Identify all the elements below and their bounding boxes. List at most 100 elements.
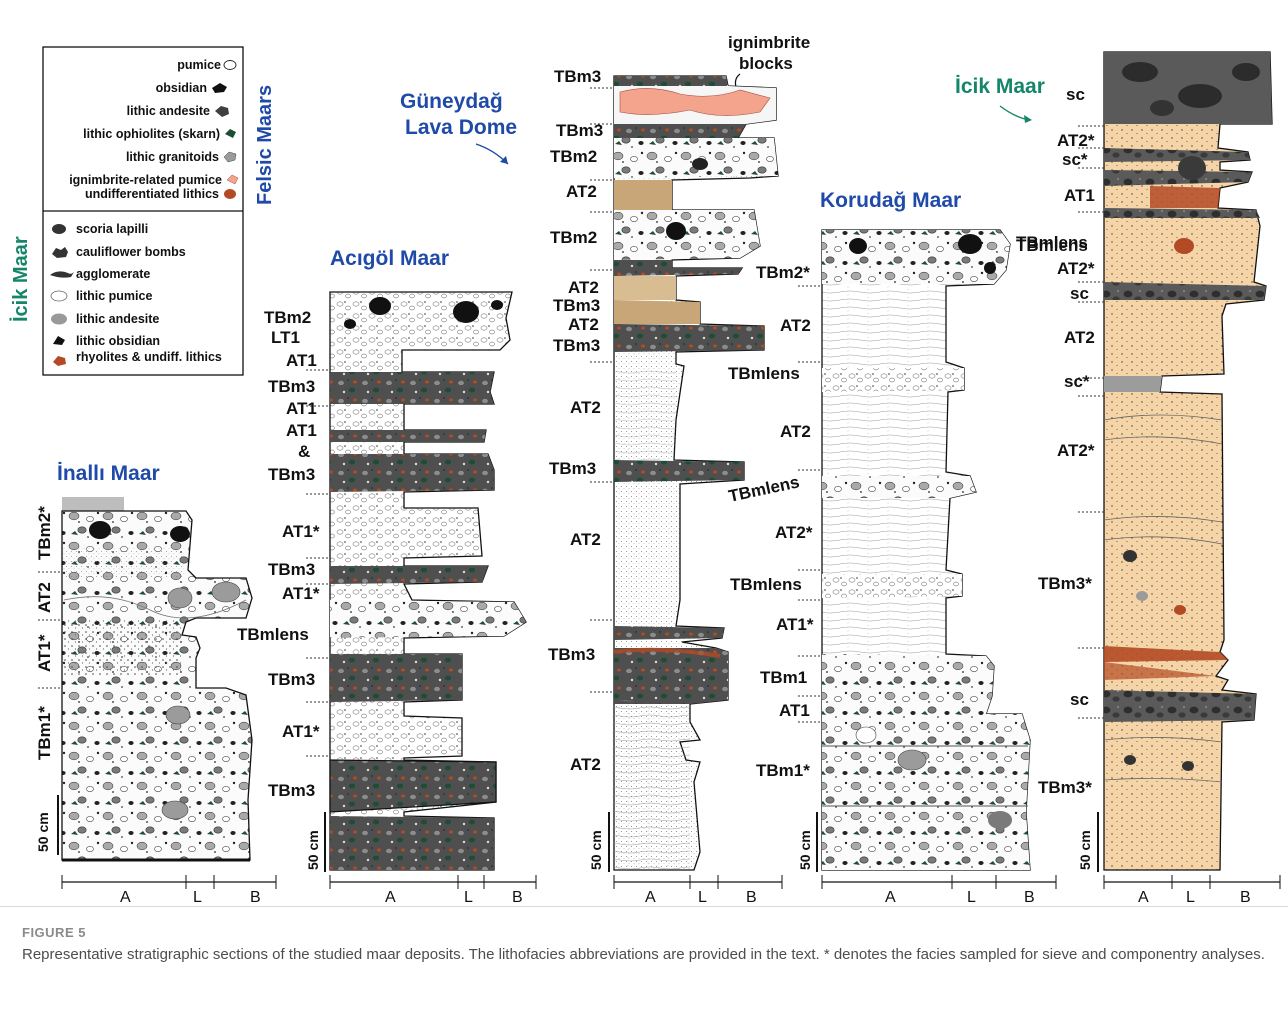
svg-text:50 cm: 50 cm [305,830,321,870]
inalli-label-tbm2: TBm2* [35,506,54,560]
svg-text:B: B [746,889,757,906]
svg-text:A: A [885,889,896,906]
guneydag-label-13: TBm3 [548,645,595,664]
section-title-acigol: Acıgöl Maar [330,247,449,270]
icik-axis: A L B [1103,875,1281,906]
acigol-label-at1-a: AT1 [286,351,317,370]
annotation-blocks: blocks [739,54,793,73]
korudag-label-tbmlens-top: TBmlens [1016,233,1088,252]
svg-text:A: A [1138,889,1149,906]
korudag-scale: 50 cm [797,812,818,872]
svg-text:50 cm: 50 cm [1077,830,1093,870]
legend-item-agglomerate: agglomerate [76,267,150,281]
svg-text:A: A [385,889,396,906]
section-title-inalli: İnallı Maar [57,462,160,485]
icik-label-at2-b: AT2* [1057,259,1095,278]
section-title-guneydag-1: Güneydağ [400,90,503,113]
svg-text:B: B [1024,889,1035,906]
icik-label-at2-d: AT2* [1057,441,1095,460]
lithic-ophiolites-icon [225,129,236,138]
guneydag-axis: A L B [613,875,783,906]
inalli-label-at1: AT1* [35,634,54,672]
section-korudag: Korudağ Maar TBmlens TBm2* AT2 TBmlens A… [727,189,1088,906]
korudag-label-at2-b: AT2 [780,422,811,441]
korudag-label-tbm2: TBm2* [756,263,810,282]
acigol-label-tbmlens: TBmlens [237,625,309,644]
lithic-andesite-icik-icon [51,313,67,325]
svg-text:A: A [645,889,656,906]
svg-text:L: L [464,889,473,906]
legend-item-lithic-andesite: lithic andesite [127,104,210,118]
inalli-label-at2: AT2 [35,582,54,613]
icik-label-tbmlens: TBmlens [1016,236,1088,255]
svg-text:A: A [120,889,131,906]
icik-label-sc-star-b: sc* [1064,372,1090,391]
svg-text:50 cm: 50 cm [797,830,813,870]
acigol-label-tbm3-b: TBm3 [268,465,315,484]
section-acigol: Acıgöl Maar TBm2 LT1 AT1 TBm3 AT1 AT1 & … [237,247,537,906]
caption-divider [0,906,1288,907]
guneydag-label-3: TBm2 [550,147,597,166]
svg-text:50 cm: 50 cm [35,812,51,852]
felsic-maars-label: Felsic Maars [254,85,276,205]
ignimbrite-pumice-icon [226,174,239,185]
korudag-axis: A L B [821,875,1057,906]
obsidian-icon [212,83,227,93]
acigol-label-at1-e: AT1* [282,584,320,603]
guneydag-label-2: TBm3 [556,121,603,140]
legend-item-lithic-granitoids: lithic granitoids [126,150,219,164]
acigol-label-tbm3-d: TBm3 [268,670,315,689]
guneydag-label-12: AT2 [570,530,601,549]
section-inalli: İnallı Maar TBm2* AT2 AT1* TBm1* 50 cm A… [35,462,277,906]
korudag-label-at2-a: AT2 [780,316,811,335]
guneydag-label-1: TBm3 [554,67,601,86]
legend-item-pumice: pumice [177,58,221,72]
acigol-label-tbm3-c: TBm3 [268,560,315,579]
lithic-pumice-icon [50,290,68,302]
guneydag-label-6: AT2 [568,278,599,297]
legend-item-lithic-obsidian: lithic obsidian [76,334,160,348]
acigol-label-tbm3-e: TBm3 [268,781,315,800]
pumice-icon [223,60,237,70]
inalli-label-tbm1: TBm1* [35,706,54,760]
guneydag-label-7: TBm3 [553,296,600,315]
legend-item-lithic-pumice: lithic pumice [76,289,152,303]
inalli-scale: 50 cm [35,795,59,855]
svg-text:L: L [193,889,202,906]
legend-item-lithic-ophiolites: lithic ophiolites (skarn) [83,127,220,141]
legend-item-ignimbrite-pumice: ignimbrite-related pumice [69,173,222,187]
inalli-axis: A L B [61,875,277,906]
guneydag-label-11: TBm3 [549,459,596,478]
acigol-label-at1-b: AT1 [286,399,317,418]
legend-item-scoria-lapilli: scoria lapilli [76,222,148,236]
scoria-lapilli-icon [52,224,66,234]
svg-text:L: L [698,889,707,906]
icik-legend-label: İcik Maar [9,236,32,322]
guneydag-label-4: AT2 [566,182,597,201]
icik-label-at2-c: AT2 [1064,328,1095,347]
korudag-label-tbmlens-c: TBmlens [730,575,802,594]
acigol-label-at1-c: AT1 [286,421,317,440]
icik-scale: 50 cm [1077,812,1099,872]
svg-text:L: L [967,889,976,906]
arrow-icon [500,156,508,164]
legend-icik: scoria lapilli cauliflower bombs agglome… [50,222,222,366]
section-title-icik: İcik Maar [955,75,1045,98]
guneydag-scale: 50 cm [588,812,610,872]
acigol-label-lt1: LT1 [271,328,300,347]
section-guneydag: Güneydağ Lava Dome ignimbrite blocks TBm… [400,33,810,906]
figure-label: FIGURE 5 [22,925,86,940]
korudag-label-at1-b: AT1 [779,701,810,720]
icik-label-tbm3-a: TBm3* [1038,574,1092,593]
caption-text: Representative stratigraphic sections of… [22,946,1265,963]
korudag-label-tbmlens-a: TBmlens [728,364,800,383]
acigol-label-at1-d: AT1* [282,522,320,541]
icik-label-sc-c: sc [1070,690,1089,709]
guneydag-label-9: TBm3 [553,336,600,355]
acigol-label-tbm2: TBm2 [264,308,311,327]
arrow-icon-icik [1024,115,1032,123]
icik-label-at1: AT1 [1064,186,1095,205]
guneydag-label-14: AT2 [570,755,601,774]
lithic-obsidian-icon [53,336,65,345]
